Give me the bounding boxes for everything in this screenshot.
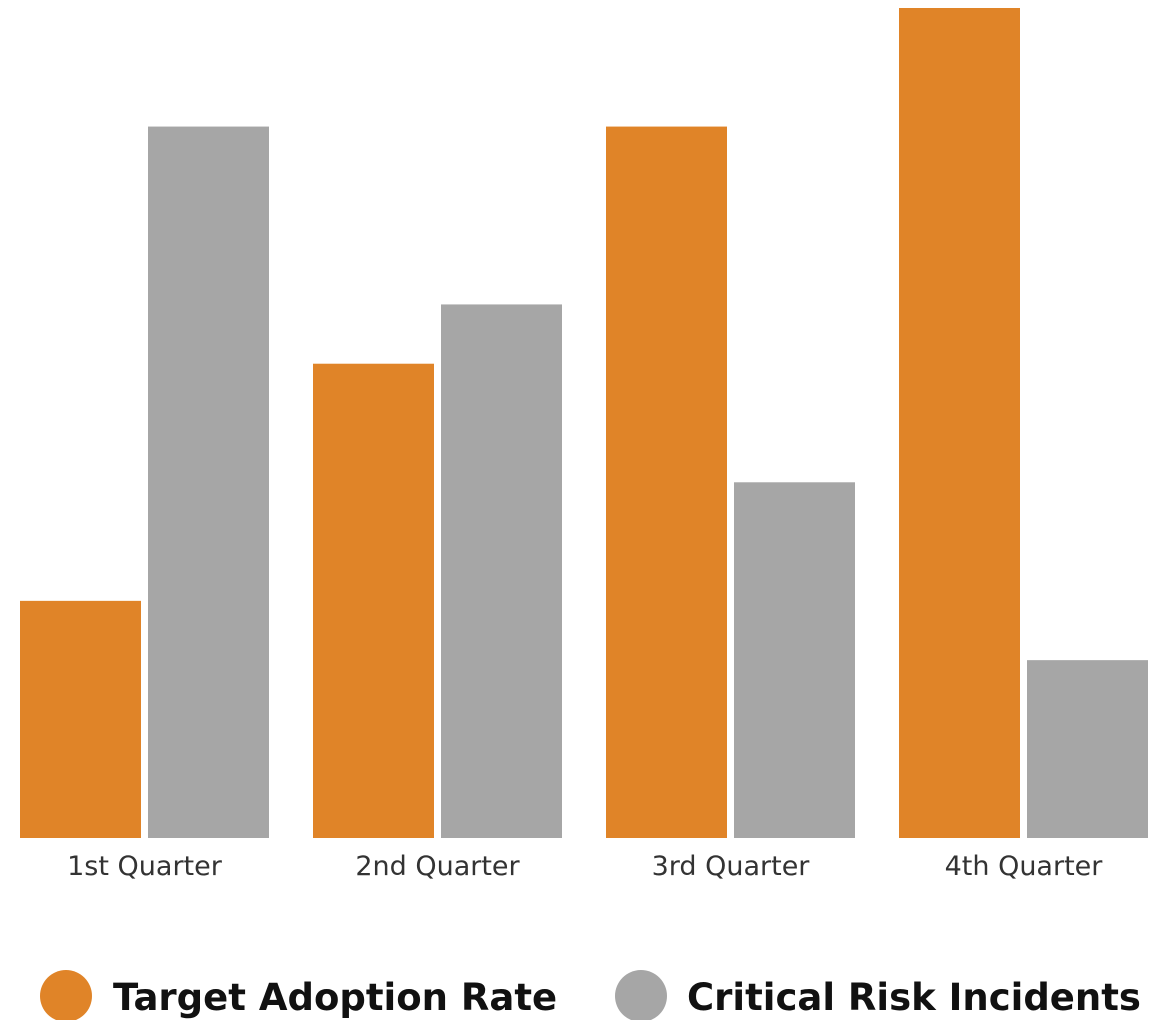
legend-label: Critical Risk Incidents	[687, 976, 1141, 1019]
bars-layer	[20, 8, 1148, 839]
bar-target-adoption-rate-4	[899, 8, 1020, 838]
bar-critical-risk-incidents-3	[734, 482, 855, 838]
bar-critical-risk-incidents-1	[148, 126, 269, 839]
legend-marker	[615, 970, 667, 1020]
x-tick-label: 1st Quarter	[67, 851, 223, 882]
x-tick-label: 3rd Quarter	[652, 851, 811, 882]
x-tick-label: 4th Quarter	[945, 851, 1104, 882]
legend-label: Target Adoption Rate	[113, 976, 557, 1019]
bar-critical-risk-incidents-2	[441, 304, 562, 838]
legend: Target Adoption Rate Critical Risk Incide…	[40, 970, 1141, 1020]
bar-target-adoption-rate-1	[20, 600, 141, 838]
legend-marker	[40, 970, 92, 1020]
bar-critical-risk-incidents-4	[1027, 660, 1148, 838]
x-tick-label: 2nd Quarter	[355, 851, 520, 882]
bar-target-adoption-rate-2	[313, 363, 434, 838]
bar-target-adoption-rate-3	[606, 126, 727, 839]
x-axis-tick-labels: 1st Quarter 2nd Quarter 3rd Quarter 4th Qua…	[67, 851, 1103, 882]
